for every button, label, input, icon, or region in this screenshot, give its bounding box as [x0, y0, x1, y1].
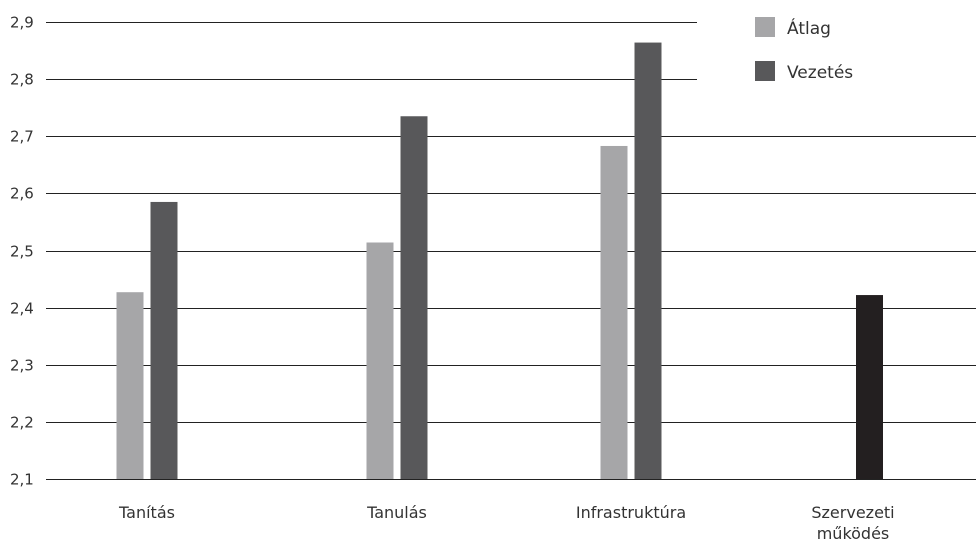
x-tick-label: működés [817, 524, 890, 543]
y-tick-label: 2,6 [10, 185, 34, 203]
legend-swatch [755, 61, 775, 81]
y-tick-label: 2,8 [10, 71, 34, 89]
bar-vezetes [150, 201, 178, 479]
y-tick-label: 2,5 [10, 243, 34, 261]
bar-vezetes [400, 116, 428, 479]
y-axis-ticks: 2,1 2,2 2,3 2,4 2,5 2,6 2,7 2,8 2,9 [10, 14, 34, 489]
y-tick-label: 2,7 [10, 128, 34, 146]
x-axis-labels: Tanítás Tanulás Infrastruktúra Szervezeti mű… [118, 503, 895, 543]
legend-label: Vezetés [787, 63, 853, 83]
y-tick-label: 2,9 [10, 14, 34, 32]
legend-swatch [755, 17, 775, 37]
x-tick-label: Infrastruktúra [576, 503, 686, 522]
x-tick-label: Szervezeti [811, 503, 894, 522]
x-tick-label: Tanulás [366, 503, 427, 522]
y-tick-label: 2,4 [10, 300, 34, 318]
gridlines [46, 22, 976, 480]
bar-atlag [600, 145, 628, 479]
legend-label: Átlag [787, 17, 831, 39]
y-tick-label: 2,2 [10, 414, 34, 432]
bar-vezetes [634, 42, 662, 479]
bars [116, 42, 883, 479]
legend: Átlag Vezetés [755, 17, 853, 83]
bar-atlag [366, 242, 394, 479]
bar-atlag [116, 292, 144, 479]
y-tick-label: 2,3 [10, 357, 34, 375]
x-tick-label: Tanítás [118, 503, 175, 522]
bar-vezetes [856, 295, 883, 479]
y-tick-label: 2,1 [10, 471, 34, 489]
